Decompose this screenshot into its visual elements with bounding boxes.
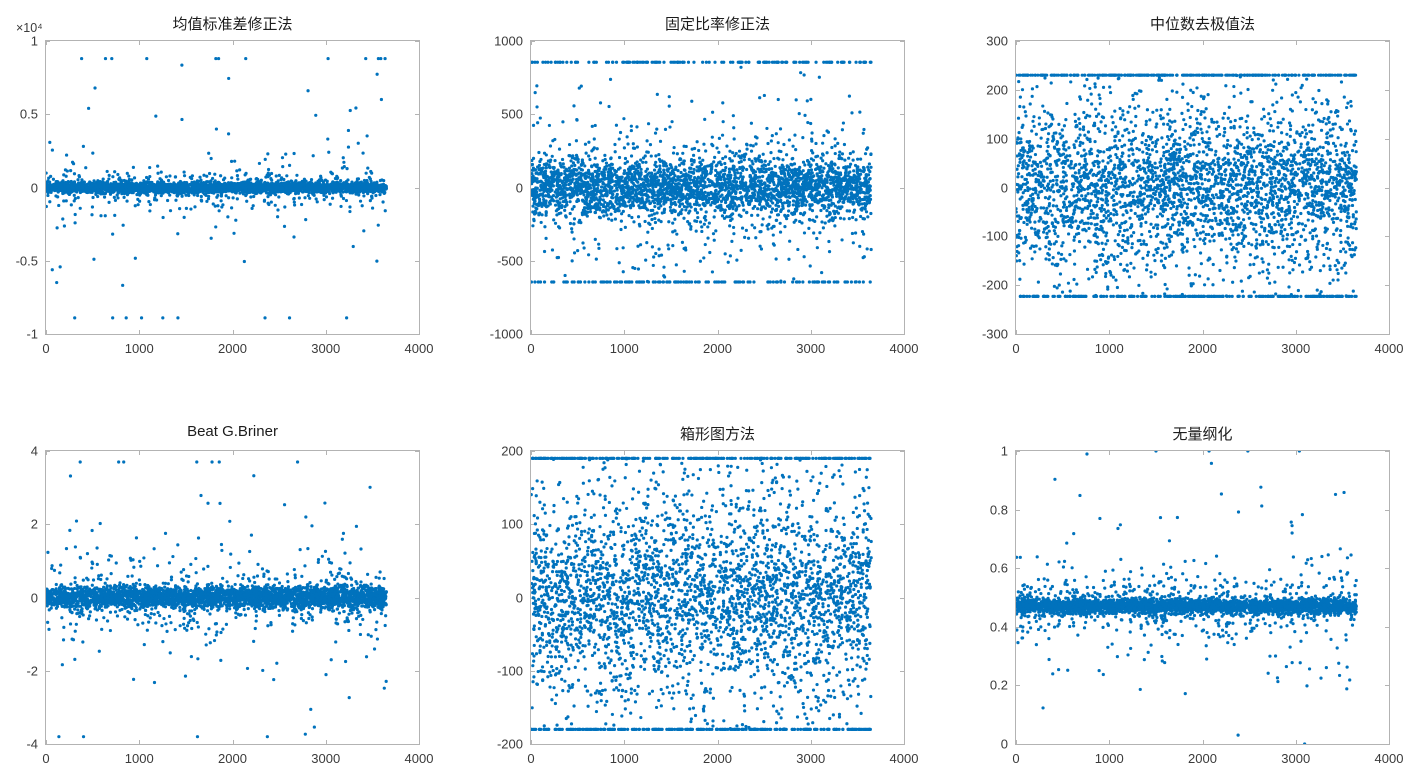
y-tick-label: -500: [496, 253, 523, 269]
x-tick-label: 3000: [1281, 751, 1311, 766]
y-tick-label: 100: [986, 131, 1008, 147]
x-tick-label: 4000: [1374, 341, 1404, 356]
subplot-title: 无量纲化: [1172, 426, 1233, 443]
y-tick-label: 0: [30, 180, 38, 195]
x-tick-label: 0: [1012, 341, 1020, 356]
x-tick-label: 0: [527, 751, 535, 766]
x-tick-label: 2000: [218, 341, 247, 356]
subplot-title: 均值标准差修正法: [172, 16, 293, 33]
y-tick-label: 0.5: [19, 106, 38, 122]
x-tick-label: 2000: [218, 751, 247, 766]
subplot-median-extreme-removal: 中位数去极值法 -300 -200 -100 0 100 200 300 0 1000 2000…: [982, 16, 1403, 356]
y-tick-label: 0: [515, 180, 523, 195]
y-tick-label: -2: [26, 663, 38, 679]
y-tick-label: -100: [496, 663, 523, 679]
y-tick-label: 4: [30, 443, 38, 459]
x-tick-label: 4000: [404, 341, 434, 356]
y-tick-label: 1: [30, 33, 38, 49]
x-tick-label: 4000: [889, 751, 919, 766]
x-tick-label: 3000: [311, 341, 341, 356]
y-tick-label: 300: [986, 33, 1008, 49]
y-tick-label: 0: [1000, 180, 1008, 195]
subplot-boxplot-method: 箱形图方法 -200 -100 0 100 200 0 1000 2000 3000 4000: [497, 426, 918, 766]
x-tick-label: 2000: [1188, 341, 1217, 356]
x-tick-label: 2000: [1188, 751, 1217, 766]
x-tick-label: 4000: [889, 341, 919, 356]
y-tick-label: 0.4: [989, 619, 1008, 635]
subplot-title: 固定比率修正法: [664, 16, 770, 33]
y-tick-label: -0.5: [15, 253, 38, 269]
subplot-beat-g-briner: Beat G.Briner -4 -2 0 2 4 0 1000 2000 3000 4000: [26, 423, 433, 766]
scatter-canvas: [1016, 451, 1389, 744]
y-tick-label: 0.8: [989, 502, 1008, 518]
y-tick-label: 500: [501, 106, 523, 122]
y-tick-label: -1: [26, 326, 38, 342]
x-tick-label: 1000: [124, 341, 154, 356]
x-tick-label: 3000: [796, 341, 826, 356]
x-tick-label: 4000: [1374, 751, 1404, 766]
scatter-canvas: [531, 451, 904, 744]
x-tick-label: 1000: [609, 751, 639, 766]
y-tick-label: 0.2: [989, 677, 1008, 693]
x-tick-label: 3000: [1281, 341, 1311, 356]
subplot-dimensionless: 无量纲化 0 0.2 0.4 0.6 0.8 1 0 1000 2000 3000 4000: [990, 426, 1404, 766]
y-tick-label: -300: [981, 326, 1008, 342]
y-tick-label: 200: [501, 443, 523, 459]
subplot-mean-std-correction: 均值标准差修正法 ×10⁴ -1 -0.5 0 0.5 1 0 1000 2000 3000 4…: [16, 16, 434, 356]
scatter-canvas: [46, 41, 419, 334]
y-tick-label: 200: [986, 82, 1008, 98]
subplot-title: 箱形图方法: [679, 426, 755, 443]
y-tick-label: 0: [30, 590, 38, 605]
y-tick-label: -100: [981, 228, 1008, 244]
y-tick-label: 0.6: [989, 560, 1008, 576]
scatter-canvas: [531, 41, 904, 334]
x-tick-label: 4000: [404, 751, 434, 766]
x-tick-label: 0: [1012, 751, 1020, 766]
y-tick-label: -1000: [489, 326, 523, 342]
y-tick-label: -4: [26, 736, 38, 752]
scatter-canvas: [1016, 41, 1389, 334]
y-tick-label: 1000: [494, 33, 523, 49]
y-tick-label: 1: [1000, 443, 1008, 459]
x-tick-label: 1000: [1094, 341, 1124, 356]
scatter-canvas: [46, 451, 419, 744]
y-tick-label: 0: [515, 590, 523, 605]
x-tick-label: 3000: [796, 751, 826, 766]
y-tick-label: -200: [496, 736, 523, 752]
x-tick-label: 1000: [1094, 751, 1124, 766]
subplot-fixed-ratio-correction: 固定比率修正法 -1000 -500 0 500 1000 0 1000 2000 3000 4…: [490, 16, 919, 356]
x-tick-label: 0: [42, 751, 50, 766]
x-tick-label: 2000: [703, 341, 732, 356]
x-tick-label: 1000: [124, 751, 154, 766]
subplot-title: 中位数去极值法: [1149, 16, 1255, 33]
y-axis-exponent-label: ×10⁴: [16, 21, 43, 35]
x-tick-label: 0: [527, 341, 535, 356]
y-tick-label: 0: [1000, 736, 1008, 752]
x-tick-label: 0: [42, 341, 50, 356]
y-tick-label: -200: [981, 277, 1008, 293]
y-tick-label: 2: [30, 516, 38, 532]
x-tick-label: 3000: [311, 751, 341, 766]
subplot-title: Beat G.Briner: [187, 423, 278, 440]
x-tick-label: 2000: [703, 751, 732, 766]
x-tick-label: 1000: [609, 341, 639, 356]
y-tick-label: 100: [501, 516, 523, 532]
